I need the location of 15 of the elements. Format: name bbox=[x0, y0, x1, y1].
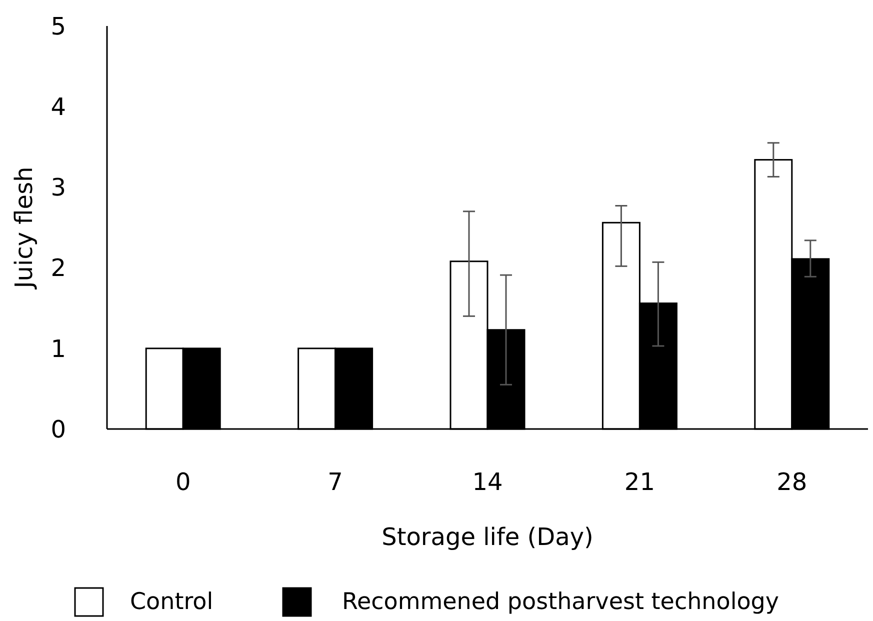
x-tick-label: 28 bbox=[776, 468, 808, 496]
x-tick-label: 7 bbox=[328, 468, 343, 496]
x-tick-label: 14 bbox=[472, 468, 503, 496]
y-axis-title: Juicy flesh bbox=[10, 166, 38, 290]
x-tick-label: 21 bbox=[624, 468, 655, 496]
legend-label: Recommened postharvest technology bbox=[342, 589, 779, 615]
x-tick-label: 0 bbox=[175, 468, 191, 496]
x-axis-title: Storage life (Day) bbox=[382, 523, 594, 551]
y-tick-label: 1 bbox=[50, 334, 66, 363]
y-tick-label: 5 bbox=[50, 12, 66, 40]
y-tick-label: 2 bbox=[50, 254, 66, 282]
y-tick-label: 4 bbox=[50, 93, 66, 121]
y-tick-label: 0 bbox=[50, 415, 66, 444]
legend-label: Control bbox=[130, 589, 214, 615]
y-tick-label: 3 bbox=[50, 174, 66, 202]
